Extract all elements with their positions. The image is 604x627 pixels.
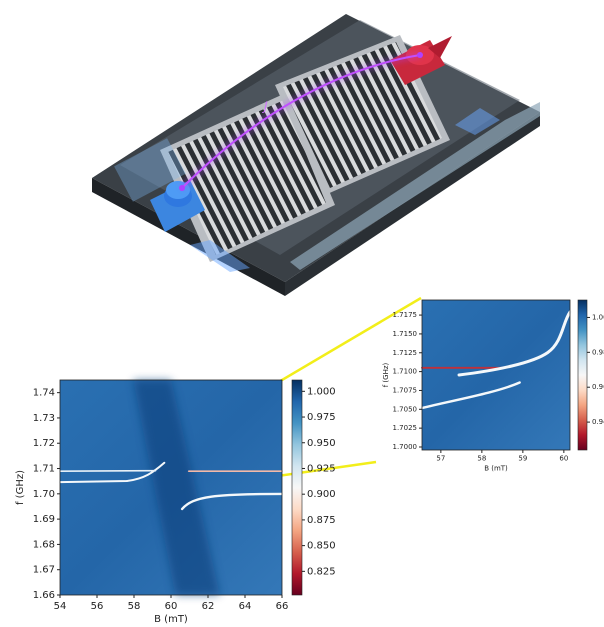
- y-tick-label: 1.72: [33, 438, 55, 449]
- figure: J 545658606264661.661.671.681.691.701.71…: [0, 0, 604, 627]
- y-tick-label: 1.7150: [393, 330, 418, 338]
- x-tick-label: 59: [518, 455, 527, 463]
- y-tick-label: 1.69: [33, 514, 55, 525]
- y-tick-label: 1.7100: [393, 368, 418, 376]
- x-tick-label: 62: [202, 601, 215, 612]
- colorbar-tick-label: 0.875: [307, 515, 336, 526]
- y-tick-label: 1.71: [33, 464, 55, 475]
- x-tick-label: 57: [436, 455, 445, 463]
- colorbar-tick-label: 1.00: [592, 313, 604, 321]
- x-tick-label: 64: [239, 601, 252, 612]
- colorbar-tick-label: 1.000: [307, 386, 336, 397]
- y-axis-label: f (GHz): [382, 362, 390, 387]
- colorbar-tick-label: 0.925: [307, 463, 336, 474]
- charts: 54 56 58 60 62 64 66 1.66 1.67 1.68 1.69 1.70 1.71 1.…: [15, 300, 604, 625]
- y-tick-label: 1.7025: [393, 424, 418, 432]
- y-tick-label: 1.7050: [393, 405, 418, 413]
- x-tick-label: 60: [559, 455, 568, 463]
- heatmap: [60, 380, 282, 595]
- x-tick-label: 58: [128, 601, 141, 612]
- heatmap: [422, 300, 570, 450]
- y-axis-label: f (GHz): [15, 470, 26, 505]
- device-illustration: [92, 14, 540, 296]
- y-tick-label: 1.7075: [393, 386, 418, 394]
- x-tick-label: 60: [165, 601, 178, 612]
- colorbar: [292, 380, 302, 595]
- colorbar-tick-label: 0.850: [307, 541, 336, 552]
- heatmap-panel: 57 58 59 60 1.7000 1.7025 1.7050 1.7075 1.7100 1.…: [382, 300, 604, 472]
- x-tick-label: 56: [91, 601, 104, 612]
- colorbar: [578, 300, 587, 450]
- colorbar-tick-label: 0.975: [307, 412, 336, 423]
- y-tick-label: 1.68: [33, 539, 55, 550]
- x-axis-label: B (mT): [154, 614, 188, 625]
- y-tick-label: 1.73: [33, 413, 55, 424]
- x-tick-label: 54: [54, 601, 67, 612]
- y-tick-label: 1.66: [33, 590, 55, 601]
- colorbar-tick-label: 0.94: [592, 418, 604, 426]
- colorbar-tick-label: 0.98: [592, 348, 604, 356]
- y-tick-label: 1.67: [33, 565, 55, 576]
- y-tick-label: 1.7125: [393, 349, 418, 357]
- colorbar-tick-label: 0.950: [307, 438, 336, 449]
- colorbar-tick-label: 0.96: [592, 383, 604, 391]
- colorbar-tick-label: 0.825: [307, 566, 336, 577]
- heatmap-panel: 54 56 58 60 62 64 66 1.66 1.67 1.68 1.69 1.70 1.71 1.…: [15, 380, 336, 625]
- x-axis-label: B (mT): [484, 464, 508, 472]
- y-tick-label: 1.7000: [393, 443, 418, 451]
- x-tick-label: 66: [276, 601, 289, 612]
- heatmap-background: [422, 300, 570, 450]
- x-tick-label: 58: [477, 455, 486, 463]
- colorbar-tick-label: 0.900: [307, 489, 336, 500]
- y-tick-label: 1.74: [33, 388, 55, 399]
- y-tick-label: 1.7175: [393, 311, 418, 319]
- y-tick-label: 1.70: [33, 489, 55, 500]
